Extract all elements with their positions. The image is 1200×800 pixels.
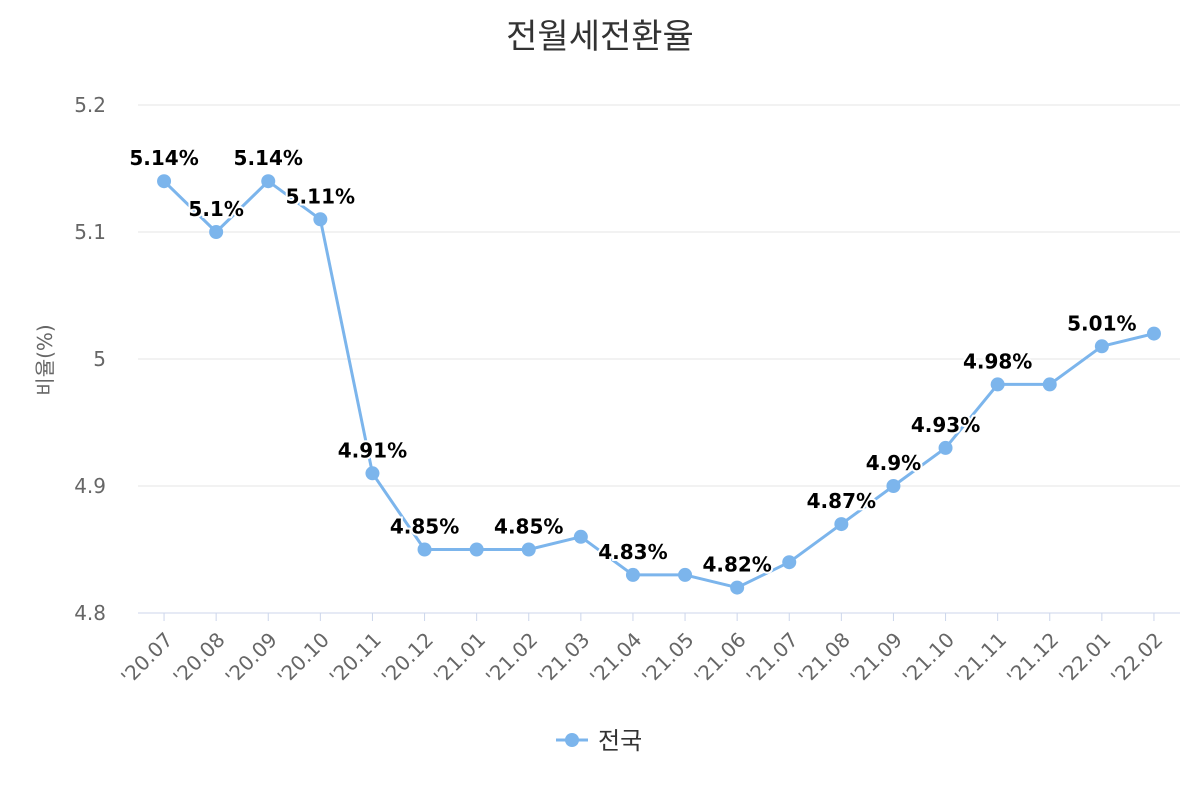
data-point[interactable] — [1042, 377, 1057, 392]
series-layer — [157, 174, 1161, 595]
data-point[interactable] — [678, 567, 693, 582]
x-tick-label: '20.08 — [168, 628, 229, 689]
y-tick-label: 5 — [93, 347, 106, 371]
data-label: 5.01% — [1067, 311, 1136, 335]
data-label: 4.9% — [866, 451, 921, 475]
y-tick-label: 4.9 — [74, 474, 106, 498]
data-label: 5.1% — [188, 197, 243, 221]
data-point[interactable] — [365, 466, 380, 481]
x-tick-label: '21.12 — [1002, 628, 1063, 689]
x-tick-label: '20.09 — [220, 628, 281, 689]
data-point[interactable] — [938, 440, 953, 455]
data-point[interactable] — [261, 174, 276, 189]
x-tick-label: '21.11 — [950, 628, 1011, 689]
x-tick-label: '22.02 — [1106, 628, 1167, 689]
x-tick-label: '21.08 — [794, 628, 855, 689]
y-axis-label: 비율(%) — [33, 324, 57, 395]
data-point[interactable] — [730, 580, 745, 595]
data-label: 4.85% — [494, 515, 563, 539]
legend-label: 전국 — [598, 727, 642, 755]
data-label: 5.11% — [286, 184, 355, 208]
data-label: 4.93% — [911, 413, 980, 437]
data-point[interactable] — [834, 517, 849, 532]
data-point[interactable] — [521, 542, 536, 557]
data-point[interactable] — [625, 567, 640, 582]
legend-marker — [565, 733, 579, 747]
data-point[interactable] — [886, 479, 901, 493]
grid-layer — [138, 104, 1180, 614]
data-label: 4.98% — [963, 349, 1032, 373]
y-tick-label: 5.1 — [74, 220, 106, 244]
data-label: 5.14% — [234, 146, 303, 170]
data-labels: 5.14% 5.1% 5.14% 5.11% 4.91% 4.85% 4.85% 4.83% 4… — [127, 144, 1138, 578]
data-label: 5.14% — [129, 146, 198, 170]
x-tick-label: '20.10 — [273, 628, 334, 689]
data-point[interactable] — [417, 542, 432, 557]
data-point[interactable] — [209, 225, 224, 239]
legend[interactable]: 전국 — [556, 727, 642, 755]
data-point[interactable] — [1094, 339, 1109, 354]
x-tick-label: '21.04 — [585, 628, 646, 689]
x-tick-label: '21.03 — [533, 628, 594, 689]
data-point[interactable] — [1146, 326, 1161, 341]
x-tick-label: '21.01 — [429, 628, 490, 689]
data-point[interactable] — [990, 377, 1005, 392]
y-tick-label: 4.8 — [74, 601, 106, 625]
data-label: 4.83% — [598, 540, 667, 564]
x-tick-label: '21.02 — [481, 628, 542, 689]
x-tick-label: '22.01 — [1054, 628, 1115, 689]
data-point[interactable] — [782, 555, 797, 570]
x-tick-label: '21.06 — [689, 628, 750, 689]
chart-title: 전월세전환율 — [506, 17, 694, 57]
data-label: 4.91% — [338, 438, 407, 462]
data-point[interactable] — [469, 542, 484, 557]
x-tick-label: '21.10 — [898, 628, 959, 689]
x-tick-label: '21.07 — [741, 628, 802, 689]
series-line — [163, 179, 1155, 590]
x-axis-ticks: '20.07'20.08'20.09'20.10'20.11'20.12'21.… — [116, 613, 1167, 689]
x-tick-label: '21.05 — [637, 628, 698, 689]
x-tick-label: '20.07 — [116, 628, 177, 689]
data-label: 4.85% — [390, 515, 459, 539]
y-tick-label: 5.2 — [74, 93, 106, 117]
data-label: 4.87% — [807, 489, 876, 513]
y-axis-ticks: 4.8 4.9 5 5.1 5.2 — [74, 93, 106, 625]
x-tick-label: '20.11 — [325, 628, 386, 689]
data-point[interactable] — [313, 212, 328, 227]
x-tick-label: '21.09 — [846, 628, 907, 689]
data-label: 4.82% — [702, 553, 771, 577]
x-tick-label: '20.12 — [377, 628, 438, 689]
data-point[interactable] — [157, 174, 172, 189]
data-point[interactable] — [573, 529, 588, 544]
